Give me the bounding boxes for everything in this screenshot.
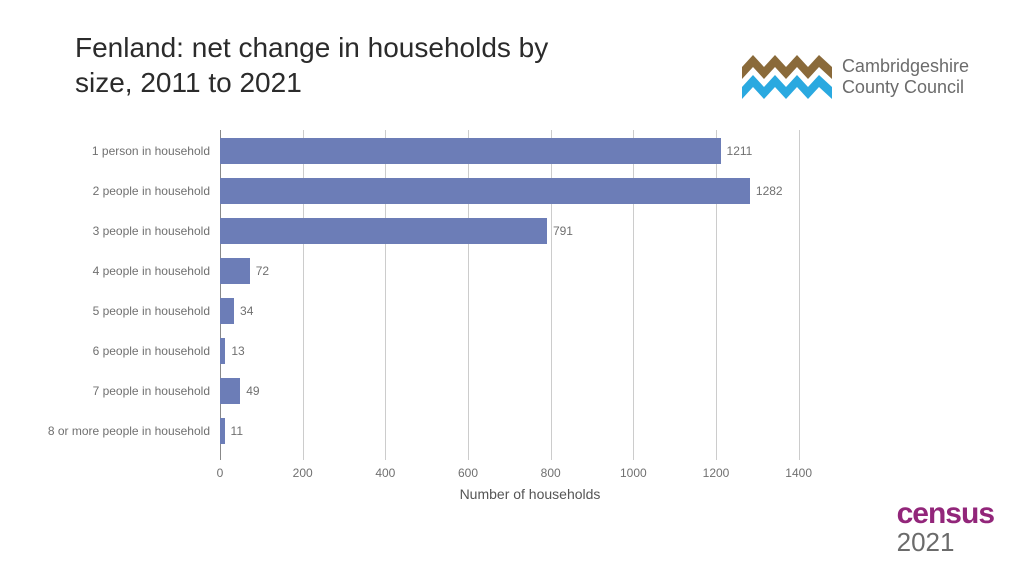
x-tick: 600	[458, 466, 478, 480]
x-tick: 1200	[703, 466, 730, 480]
category-label: 5 people in household	[30, 304, 220, 318]
ccc-logo: Cambridgeshire County Council	[742, 55, 969, 99]
bar-row: 4 people in household72	[220, 258, 269, 284]
bar-value: 72	[250, 264, 269, 278]
plot-region: 1 person in household1211 2 people in hou…	[220, 130, 840, 460]
category-label: 4 people in household	[30, 264, 220, 278]
ccc-logo-text: Cambridgeshire County Council	[842, 56, 969, 97]
bar-value: 791	[547, 224, 573, 238]
x-axis-label: Number of households	[220, 486, 840, 502]
bar-row: 6 people in household13	[220, 338, 245, 364]
census-year: 2021	[897, 527, 994, 558]
zigzag-icon	[742, 55, 832, 99]
bar-row: 1 person in household1211	[220, 138, 752, 164]
ccc-line2: County Council	[842, 77, 969, 98]
page-title: Fenland: net change in households by siz…	[75, 30, 575, 100]
bar	[220, 378, 240, 404]
bar	[220, 258, 250, 284]
category-label: 6 people in household	[30, 344, 220, 358]
bar	[220, 298, 234, 324]
census-logo: census 2021	[897, 497, 994, 558]
x-tick: 1000	[620, 466, 647, 480]
grid-line	[799, 130, 800, 460]
x-tick: 0	[217, 466, 224, 480]
bar	[220, 138, 721, 164]
bar-value: 1282	[750, 184, 783, 198]
bar-value: 13	[225, 344, 244, 358]
bar-row: 3 people in household791	[220, 218, 573, 244]
ccc-line1: Cambridgeshire	[842, 56, 969, 77]
category-label: 8 or more people in household	[30, 424, 220, 438]
bar-value: 34	[234, 304, 253, 318]
x-tick: 400	[375, 466, 395, 480]
bar-value: 11	[225, 424, 243, 438]
bar-row: 8 or more people in household11	[220, 418, 243, 444]
bar-chart: 1 person in household12112 people in hou…	[30, 130, 870, 510]
bar-value: 49	[240, 384, 259, 398]
bar	[220, 218, 547, 244]
bar-row: 7 people in household49	[220, 378, 260, 404]
x-tick: 1400	[785, 466, 812, 480]
bar-row: 5 people in household34	[220, 298, 253, 324]
bar-row: 2 people in household1282	[220, 178, 783, 204]
x-tick: 200	[293, 466, 313, 480]
category-label: 3 people in household	[30, 224, 220, 238]
category-label: 1 person in household	[30, 144, 220, 158]
bar	[220, 178, 750, 204]
bar-value: 1211	[721, 144, 753, 158]
category-label: 7 people in household	[30, 384, 220, 398]
category-label: 2 people in household	[30, 184, 220, 198]
x-tick: 800	[541, 466, 561, 480]
census-word: census	[897, 497, 994, 531]
